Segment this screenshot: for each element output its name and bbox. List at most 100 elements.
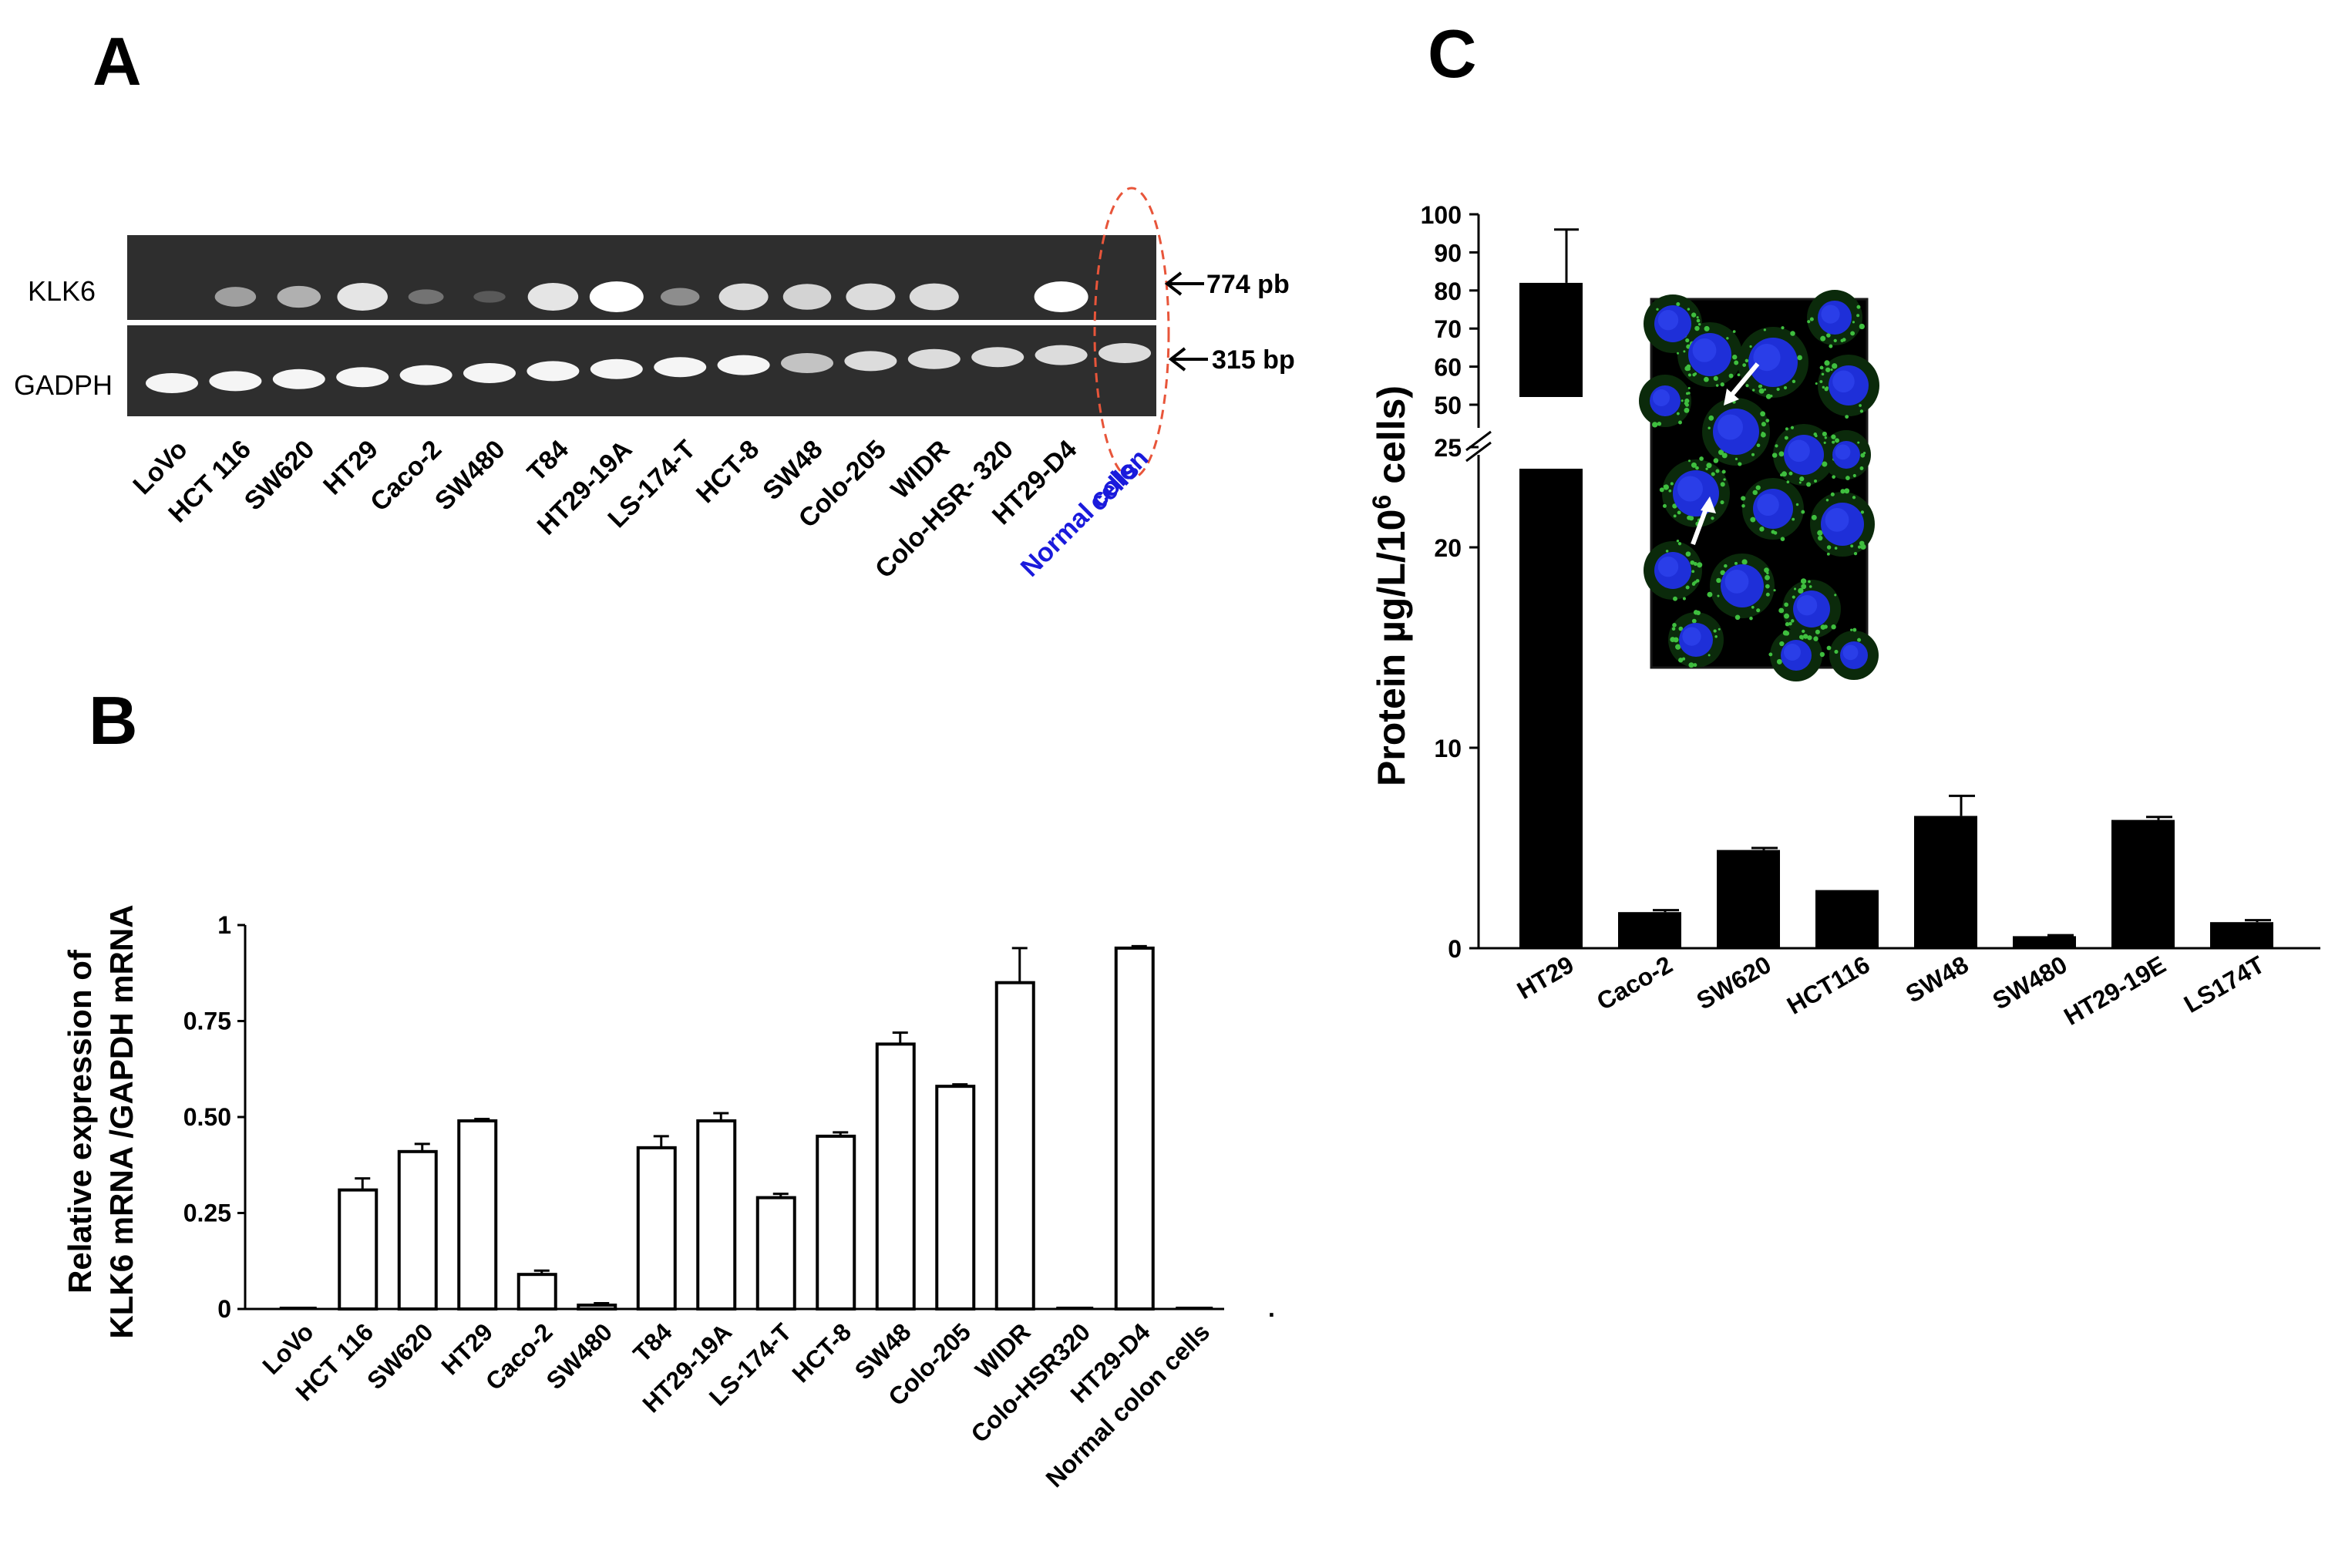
inset-granule-108 (1713, 629, 1717, 633)
gapdh-band-0 (146, 373, 198, 393)
inset-granule-134 (1720, 570, 1725, 576)
c-bar-sw480 (2013, 936, 2076, 948)
inset-granule-45 (1826, 645, 1832, 651)
inset-granule-206 (1802, 634, 1808, 639)
c-ytick-label-0: 0 (1448, 935, 1462, 963)
marker-label-315: 315 bp (1212, 345, 1295, 375)
inset-granule-100 (1711, 472, 1715, 476)
inset-granule-177 (1716, 577, 1721, 584)
y-ticks-b: 0 0.25 0.50 0.75 1 (183, 911, 245, 1323)
inset-granule-181 (1850, 628, 1853, 631)
inset-granule-116 (1815, 434, 1818, 438)
inset-granule-203 (1769, 394, 1773, 398)
b-xlabel-t84: T84 (627, 1317, 678, 1368)
inset-granule-296 (1705, 467, 1708, 470)
inset-granule-220 (1764, 567, 1769, 573)
inset-granule-184 (1687, 392, 1691, 395)
inset-granule-78 (1713, 458, 1719, 463)
inset-granule-154 (1663, 485, 1667, 488)
inset-granule-274 (1691, 618, 1697, 624)
inset-granule-228 (1808, 585, 1812, 588)
b-bar-caco-2 (516, 1273, 557, 1311)
inset-granule-137 (1859, 404, 1862, 407)
gapdh-band-2 (272, 368, 325, 389)
inset-granule-183 (1676, 302, 1681, 307)
inset-granule-304 (1687, 515, 1692, 520)
b-bar-ls-174-t (755, 1196, 796, 1311)
inset-nucleus-core-12 (1724, 570, 1749, 594)
lane-label-sw480: SW480 (429, 435, 511, 516)
inset-granule-89 (1695, 579, 1700, 583)
b-bar-hct-116 (338, 1188, 379, 1311)
inset-granule-140 (1685, 338, 1690, 343)
inset-granule-235 (1764, 388, 1767, 391)
inset-granule-13 (1685, 585, 1690, 590)
inset-granule-254 (1720, 382, 1724, 387)
b-ytick-label-0-50: 0.50 (183, 1103, 231, 1131)
inset-nucleus-core-16 (1842, 644, 1859, 661)
gapdh-band-6 (527, 361, 580, 382)
inset-granule-33 (1708, 654, 1711, 657)
inset-granule-112 (1691, 582, 1696, 586)
inset-granule-169 (1697, 562, 1703, 568)
bars-c (1519, 228, 2273, 948)
inset-granule-86 (1857, 441, 1860, 444)
normal-cells-highlight-circle (1093, 187, 1170, 479)
inset-granule-4 (1756, 608, 1761, 613)
b-bar-sw480 (577, 1304, 617, 1311)
inset-granule-30 (1786, 480, 1790, 484)
inset-granule-265 (1673, 514, 1677, 518)
inset-granule-217 (1745, 358, 1749, 363)
gapdh-band-8 (654, 357, 707, 378)
inset-nucleus-core-8 (1677, 476, 1703, 502)
c-ytick-label-20: 20 (1434, 534, 1462, 562)
c-ytick-label-25: 25 (1434, 434, 1462, 462)
inset-granule-290 (1751, 389, 1755, 392)
inset-granule-17 (1799, 476, 1805, 482)
inset-granule-46 (1675, 644, 1681, 650)
gapdh-band-4 (399, 365, 453, 385)
c-xlabel-hct116: HCT116 (1782, 951, 1875, 1020)
inset-granule-248 (1825, 386, 1829, 390)
inset-granule-223 (1691, 312, 1697, 318)
inset-granule-240 (1823, 624, 1828, 629)
inset-granule-151 (1688, 662, 1694, 668)
inset-granule-126 (1844, 488, 1850, 494)
inset-nucleus-core-4 (1832, 370, 1855, 393)
inset-granule-267 (1699, 456, 1704, 461)
inset-granule-179 (1784, 436, 1788, 440)
inset-granule-211 (1813, 636, 1819, 641)
row-label-gadph: GADPH (14, 369, 113, 401)
inset-granule-182 (1714, 635, 1718, 638)
inset-granule-29 (1852, 321, 1856, 324)
c-ytick-label-100: 100 (1421, 201, 1462, 229)
c-xlabel-caco-2: Caco-2 (1592, 951, 1677, 1016)
inset-granule-305 (1717, 594, 1720, 597)
inset-granule-168 (1704, 325, 1710, 331)
row-label-klk6: KLK6 (28, 275, 96, 307)
gel-klk6-strip (127, 235, 1156, 320)
inset-granule-8 (1856, 314, 1860, 318)
c-xlabel-sw620: SW620 (1692, 951, 1776, 1015)
inset-granule-307 (1761, 422, 1766, 427)
inset-granule-71 (1826, 545, 1832, 550)
inset-granule-242 (1673, 596, 1677, 601)
inset-granule-280 (1697, 323, 1701, 326)
inset-nucleus-core-1 (1692, 338, 1717, 362)
inset-granule-225 (1801, 584, 1807, 590)
inset-granule-139 (1751, 605, 1755, 609)
inset-granule-130 (1652, 422, 1658, 428)
inset-granule-64 (1824, 360, 1830, 366)
c-ytick-label-10: 10 (1434, 735, 1462, 762)
inset-nucleus-core-5 (1653, 389, 1670, 406)
inset-granule-286 (1761, 431, 1765, 435)
inset-granule-199 (1771, 530, 1775, 534)
inset-granule-22 (1790, 426, 1795, 429)
inset-granule-31 (1720, 500, 1724, 505)
axis-break-mark-2 (1465, 441, 1492, 463)
inset-granule-205 (1822, 461, 1828, 467)
inset-granule-150 (1862, 451, 1866, 455)
inset-granule-148 (1822, 431, 1827, 436)
